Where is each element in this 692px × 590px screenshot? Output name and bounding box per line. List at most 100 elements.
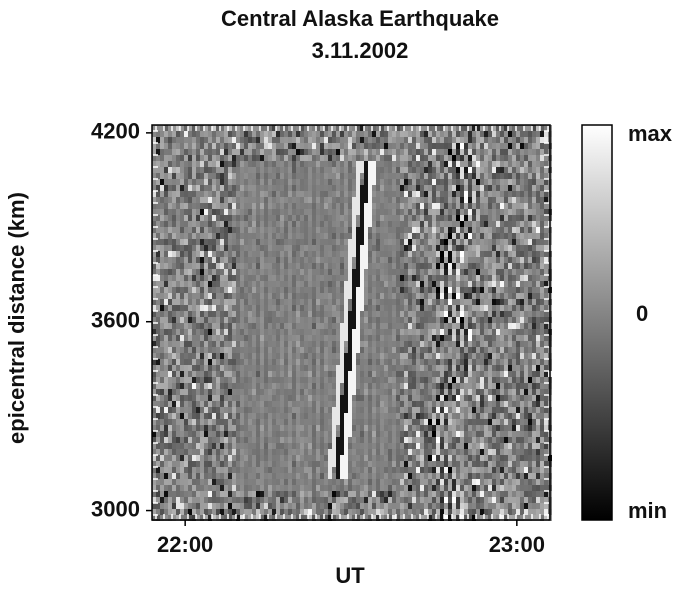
texture-cell: [300, 149, 304, 155]
texture-cell: [160, 203, 164, 209]
texture-cell: [372, 287, 376, 293]
texture-cell: [364, 407, 368, 413]
texture-cell: [276, 173, 280, 179]
texture-cell: [444, 149, 448, 155]
texture-cell: [220, 191, 224, 197]
texture-cell: [540, 353, 544, 359]
texture-cell: [264, 179, 268, 185]
texture-cell: [236, 323, 240, 329]
texture-cell: [276, 191, 280, 197]
texture-cell: [280, 329, 284, 335]
texture-cell: [516, 257, 520, 263]
texture-cell: [488, 137, 492, 143]
texture-cell: [204, 191, 208, 197]
texture-cell: [308, 377, 312, 383]
texture-cell: [520, 179, 524, 185]
texture-cell: [324, 395, 328, 401]
texture-cell: [468, 311, 472, 317]
texture-cell: [364, 383, 368, 389]
texture-cell: [372, 299, 376, 305]
texture-cell: [240, 353, 244, 359]
texture-cell: [348, 269, 352, 275]
texture-cell: [500, 365, 504, 371]
texture-cell: [452, 251, 456, 257]
texture-cell: [504, 371, 508, 377]
texture-cell: [324, 227, 328, 233]
texture-cell: [380, 395, 384, 401]
texture-cell: [232, 395, 236, 401]
texture-cell: [220, 167, 224, 173]
texture-cell: [484, 269, 488, 275]
texture-cell: [512, 299, 516, 305]
texture-cell: [332, 137, 336, 143]
texture-cell: [252, 185, 256, 191]
texture-cell: [340, 407, 344, 413]
texture-cell: [320, 257, 324, 263]
texture-cell: [248, 251, 252, 257]
texture-cell: [308, 389, 312, 395]
texture-cell: [544, 269, 548, 275]
texture-cell: [316, 281, 320, 287]
texture-cell: [260, 347, 264, 353]
texture-cell: [256, 137, 260, 143]
texture-cell: [236, 233, 240, 239]
texture-cell: [428, 347, 432, 353]
texture-cell: [312, 239, 316, 245]
texture-cell: [528, 203, 532, 209]
texture-cell: [160, 395, 164, 401]
texture-cell: [440, 161, 444, 167]
texture-cell: [524, 185, 528, 191]
texture-cell: [340, 401, 344, 407]
texture-cell: [496, 287, 500, 293]
texture-cell: [196, 131, 200, 137]
texture-cell: [344, 263, 348, 269]
texture-cell: [468, 245, 472, 251]
texture-cell: [368, 371, 372, 377]
texture-cell: [160, 233, 164, 239]
texture-cell: [540, 395, 544, 401]
texture-cell: [224, 371, 228, 377]
texture-cell: [352, 299, 356, 305]
texture-cell: [492, 221, 496, 227]
texture-cell: [460, 251, 464, 257]
texture-cell: [156, 329, 160, 335]
texture-cell: [468, 365, 472, 371]
texture-cell: [252, 293, 256, 299]
texture-cell: [424, 257, 428, 263]
texture-cell: [416, 407, 420, 413]
texture-cell: [380, 239, 384, 245]
texture-cell: [492, 227, 496, 233]
texture-cell: [256, 239, 260, 245]
texture-cell: [496, 197, 500, 203]
texture-cell: [192, 341, 196, 347]
texture-cell: [388, 179, 392, 185]
texture-cell: [220, 263, 224, 269]
texture-cell: [292, 353, 296, 359]
texture-cell: [220, 335, 224, 341]
texture-cell: [428, 305, 432, 311]
texture-cell: [480, 239, 484, 245]
texture-cell: [296, 389, 300, 395]
texture-cell: [288, 341, 292, 347]
texture-cell: [460, 149, 464, 155]
texture-cell: [356, 407, 360, 413]
texture-cell: [336, 173, 340, 179]
texture-cell: [228, 251, 232, 257]
texture-cell: [336, 419, 340, 425]
texture-cell: [168, 251, 172, 257]
texture-cell: [228, 293, 232, 299]
texture-cell: [276, 245, 280, 251]
texture-cell: [272, 311, 276, 317]
texture-cell: [288, 383, 292, 389]
texture-cell: [536, 275, 540, 281]
texture-cell: [500, 197, 504, 203]
texture-cell: [468, 293, 472, 299]
texture-cell: [368, 161, 372, 167]
texture-cell: [544, 221, 548, 227]
texture-cell: [532, 137, 536, 143]
texture-cell: [276, 353, 280, 359]
texture-cell: [520, 233, 524, 239]
texture-cell: [308, 131, 312, 137]
texture-cell: [192, 137, 196, 143]
texture-cell: [388, 419, 392, 425]
